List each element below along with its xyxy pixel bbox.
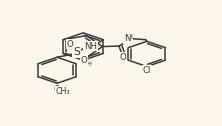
Text: NH: NH bbox=[84, 42, 97, 51]
Text: H: H bbox=[127, 34, 132, 40]
Text: N: N bbox=[82, 57, 88, 66]
Text: O: O bbox=[54, 85, 60, 94]
Text: S: S bbox=[73, 48, 80, 57]
Text: N: N bbox=[124, 34, 131, 43]
Text: H: H bbox=[87, 61, 91, 67]
Text: O: O bbox=[80, 56, 87, 65]
Text: CH₃: CH₃ bbox=[56, 87, 70, 96]
Text: Cl: Cl bbox=[143, 66, 151, 75]
Text: O: O bbox=[66, 40, 73, 49]
Text: O: O bbox=[119, 53, 126, 62]
